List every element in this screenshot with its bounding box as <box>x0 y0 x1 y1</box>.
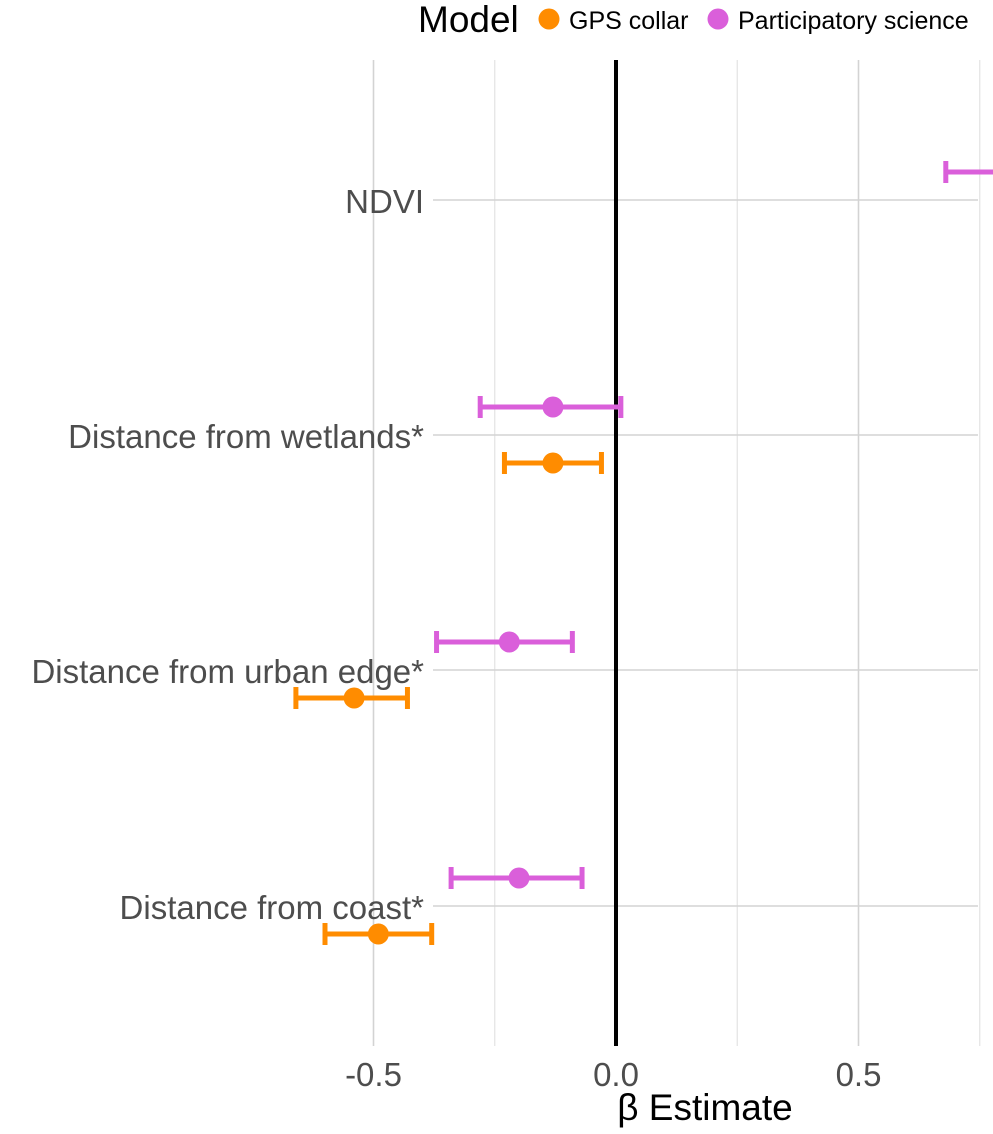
legend: Model GPS collar Participatory science <box>418 0 969 40</box>
estimate-point <box>542 396 564 418</box>
x-tick-label: 0.5 <box>836 1056 882 1093</box>
estimate-point <box>542 452 564 474</box>
y-tick-label: Distance from coast* <box>120 889 425 926</box>
legend-label: GPS collar <box>569 7 688 35</box>
legend-label: Participatory science <box>738 7 969 35</box>
legend-title: Model <box>418 0 519 40</box>
estimate-point <box>498 631 520 653</box>
x-axis-title: β Estimate <box>617 1087 793 1128</box>
x-axis-labels: -0.50.00.51.0 <box>345 1056 882 1093</box>
grid <box>372 60 981 1046</box>
legend-key <box>538 8 560 30</box>
legend-key <box>707 8 729 30</box>
estimate-point <box>343 687 365 709</box>
y-tick-label: NDVI <box>345 183 424 220</box>
estimate-point <box>367 923 389 945</box>
x-tick-label: -0.5 <box>345 1056 402 1093</box>
estimate-point <box>508 867 530 889</box>
y-axis-labels: NDVI Distance from wetlands* Distance from… <box>31 183 424 926</box>
y-tick-label: Distance from urban edge* <box>31 653 424 690</box>
data-marks <box>293 161 993 945</box>
y-tick-label: Distance from wetlands* <box>68 418 424 455</box>
x-tick-label: 0.0 <box>593 1056 639 1093</box>
